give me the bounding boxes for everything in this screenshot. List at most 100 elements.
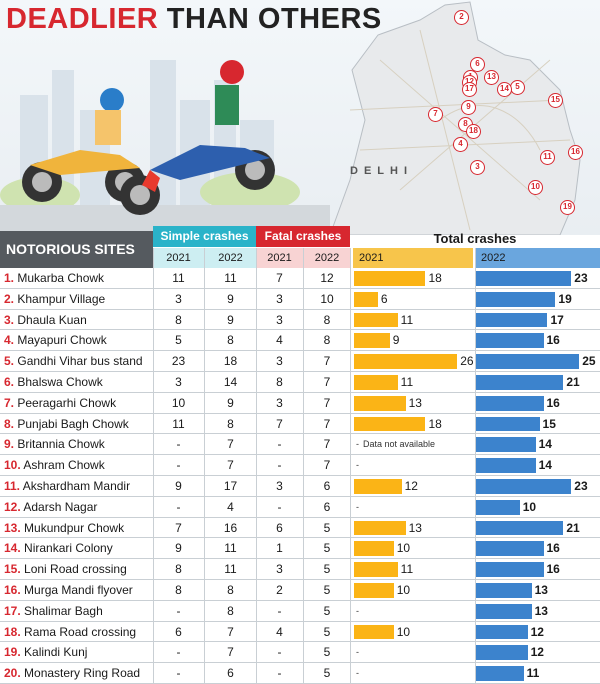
table-row: 12. Adarsh Nagar - 4 - 6 - 10: [0, 496, 600, 518]
no-data-marker: - Data not available: [356, 434, 435, 455]
site-number: 20.: [4, 666, 21, 681]
site-label: Adarsh Nagar: [23, 499, 98, 514]
site-number: 15.: [4, 562, 21, 577]
simple-2022-value: 8: [227, 603, 234, 618]
simple-2022-value: 8: [227, 583, 234, 597]
simple-2021-value: -: [176, 603, 181, 618]
bar-2022-label: 12: [530, 624, 544, 639]
bar-2022: [476, 375, 564, 390]
fatal-2022-value: 5: [323, 624, 331, 639]
bar-2022-label: 10: [522, 499, 537, 514]
site-name: 19. Kalindi Kunj: [0, 642, 153, 663]
site-label: Murga Mandi flyover: [24, 583, 133, 597]
row-divider: [0, 662, 600, 664]
table-row: 4. Mayapuri Chowk 5 8 4 8 9 16: [0, 330, 600, 352]
map-marker-17: 17: [462, 82, 477, 97]
fatal-2022-value: 7: [323, 375, 331, 389]
site-name: 3. Dhaula Kuan: [0, 310, 153, 331]
fatal-2021-value: -: [277, 603, 282, 618]
no-data-dash: -: [356, 605, 359, 616]
site-number: 4.: [4, 333, 15, 348]
delhi-map-graphic: [329, 1, 581, 235]
map-marker-4: 4: [453, 137, 468, 152]
total-2021-header: 2021: [353, 248, 473, 268]
row-divider: [0, 433, 600, 435]
map-marker-15: 15: [548, 93, 563, 108]
map-marker-7: 7: [428, 107, 443, 122]
site-number: 2.: [4, 291, 15, 306]
site-name: 8. Punjabi Bagh Chowk: [0, 414, 153, 435]
row-divider: [0, 578, 600, 580]
site-label: Loni Road crossing: [24, 562, 127, 577]
site-name: 15. Loni Road crossing: [0, 559, 153, 580]
bar-2022: [476, 458, 536, 473]
bar-2022-label: 17: [550, 312, 564, 327]
site-number: 8.: [4, 416, 15, 431]
simple-2021-value: 11: [172, 271, 185, 285]
row-divider: [0, 412, 600, 414]
simple-2022-value: 7: [227, 458, 234, 473]
fatal-2021-value: 3: [276, 291, 283, 306]
bar-2021: [354, 312, 398, 328]
bar-2022: [476, 416, 540, 432]
bar-2021: [354, 583, 394, 598]
simple-2022-value: 7: [227, 624, 234, 639]
table-row: 18. Rama Road crossing 6 7 4 5 10 12: [0, 621, 600, 643]
fatal-2021-value: 4: [276, 624, 283, 639]
table-row: 7. Peeragarhi Chowk 10 9 3 7 13 16: [0, 392, 600, 414]
column-divider: [204, 248, 205, 684]
table-row: 1. Mukarba Chowk 11 11 7 12 18 23: [0, 268, 600, 289]
na-note: Data not available: [363, 439, 436, 450]
fatal-2022-value: 7: [323, 395, 331, 410]
simple-2021-value: -: [176, 437, 181, 452]
site-number: 19.: [4, 645, 21, 660]
fatal-2021-value: -: [277, 645, 282, 660]
map-marker-10: 10: [528, 180, 543, 195]
simple-2021-value: 3: [175, 291, 182, 306]
row-divider: [0, 370, 600, 372]
site-name: 12. Adarsh Nagar: [0, 497, 153, 518]
bar-2021-label: 26: [460, 354, 474, 369]
bar-2021-label: 9: [392, 333, 400, 348]
site-name: 1. Mukarba Chowk: [0, 268, 153, 289]
bar-2021-label: 10: [396, 583, 411, 597]
no-data-dash: -: [356, 439, 359, 450]
bar-2021: [354, 271, 426, 286]
no-data-dash: -: [356, 460, 359, 471]
fatal-2022-value: 6: [323, 499, 331, 514]
fatal-2022-value: 7: [323, 416, 331, 431]
fatal-crashes-header: Fatal crashes: [256, 226, 350, 247]
row-divider: [0, 620, 600, 622]
site-label: Nirankari Colony: [24, 541, 113, 556]
table-row: 13. Mukundpur Chowk 7 16 6 5 13 21: [0, 517, 600, 539]
row-divider: [0, 516, 600, 518]
fatal-2021-value: 3: [276, 354, 283, 369]
bar-2022: [476, 395, 544, 411]
row-divider: [0, 474, 600, 476]
simple-2022-value: 11: [224, 562, 237, 577]
bar-2021-label: 10: [396, 624, 411, 639]
map-label: DELHI: [350, 165, 413, 177]
bar-2022: [476, 291, 556, 307]
bar-2021-label: 6: [380, 291, 388, 306]
site-label: Ashram Chowk: [23, 458, 105, 473]
no-data-marker: -: [356, 455, 359, 476]
no-data-marker: -: [356, 642, 359, 663]
bar-2021-label: 12: [404, 479, 418, 493]
fatal-2022-value: 5: [323, 520, 331, 535]
bar-2022-label: 13: [534, 603, 548, 618]
bar-2021: [354, 562, 398, 577]
bar-2022-label: 23: [574, 479, 588, 493]
simple-2021-value: -: [176, 499, 181, 514]
site-number: 13.: [4, 520, 21, 535]
bikes-graphic: [22, 60, 275, 215]
simple-2021-header: 2021: [153, 248, 204, 268]
bar-2022-label: 12: [530, 645, 544, 660]
bar-2022: [476, 520, 564, 536]
table-row: 8. Punjabi Bagh Chowk 11 8 7 7 18 15: [0, 413, 600, 435]
simple-2022-value: 7: [227, 645, 234, 660]
site-number: 12.: [4, 499, 21, 514]
simple-2022-value: 9: [227, 395, 234, 410]
site-name: 7. Peeragarhi Chowk: [0, 393, 153, 414]
fatal-2021-value: 3: [276, 562, 283, 577]
